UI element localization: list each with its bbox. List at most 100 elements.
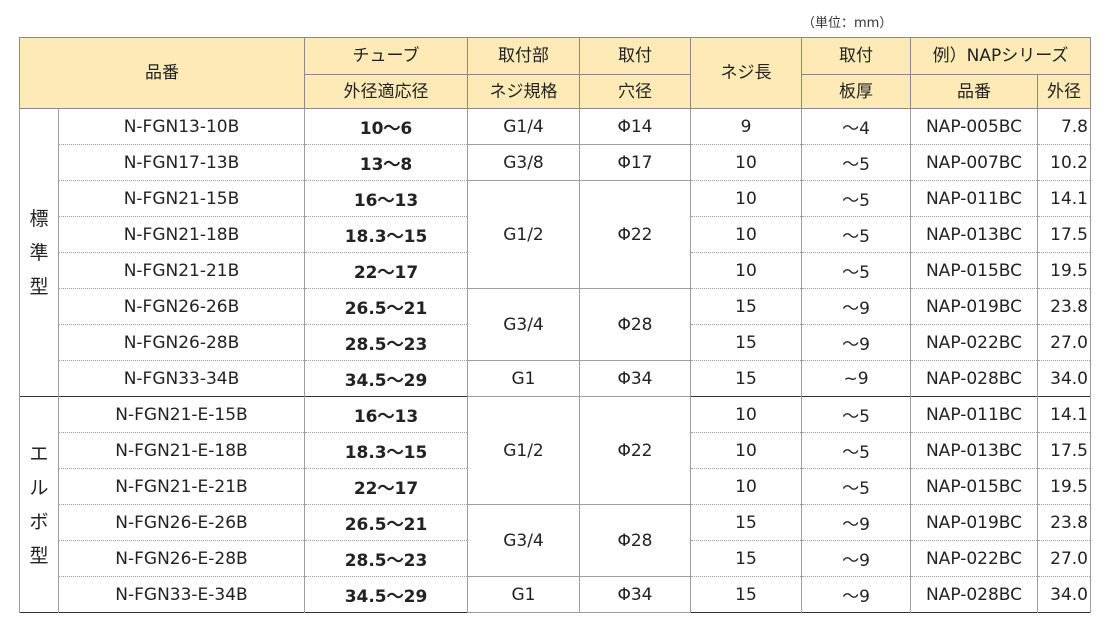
tube-od-cell: 10〜6 <box>304 108 468 145</box>
header-hole-2: 穴径 <box>579 74 691 109</box>
part-number-cell: N-FGN21-15B <box>58 180 305 217</box>
hole-dia-cell: Φ28 <box>579 288 691 361</box>
thread-length-cell: 10 <box>690 216 802 253</box>
thread-spec-cell: G3/4 <box>467 504 580 577</box>
part-number-cell: N-FGN26-E-26B <box>58 504 305 541</box>
hole-dia-cell: Φ17 <box>579 144 691 181</box>
nap-od-cell: 17.5 <box>1037 432 1091 469</box>
thread-spec-cell: G1 <box>467 576 580 613</box>
header-thread-1: 取付部 <box>467 37 580 75</box>
nap-part-cell: NAP-019BC <box>910 288 1038 325</box>
table-row: N-FGN33-34B 34.5〜29 G1 Φ34 15 ~9 NAP-028… <box>20 360 1091 397</box>
nap-part-cell: NAP-011BC <box>910 180 1038 217</box>
header-nap-od: 外径 <box>1037 74 1091 109</box>
nap-part-cell: NAP-013BC <box>910 432 1038 469</box>
tube-od-cell: 18.3〜15 <box>304 432 468 469</box>
nap-od-cell: 10.2 <box>1037 144 1091 181</box>
part-number-cell: N-FGN21-E-21B <box>58 468 305 505</box>
group-label-char: エ <box>29 442 49 465</box>
header-nap-series: 例）NAPシリーズ <box>910 37 1091 75</box>
table-row: エ ル ボ 型 N-FGN21-E-15B 16〜13 G1/2 Φ22 10 … <box>19 396 1091 613</box>
thread-spec-cell: G1/4 <box>467 108 580 145</box>
table-row: N-FGN21-15B 16〜13 G1/2 Φ22 10 〜5 NAP-011… <box>20 180 1091 289</box>
plate-thickness-cell: 〜9 <box>801 576 911 613</box>
plate-thickness-cell: 〜5 <box>801 432 911 469</box>
thread-length-cell: 15 <box>690 288 802 325</box>
hole-dia-cell: Φ34 <box>579 576 691 613</box>
part-number-cell: N-FGN21-E-15B <box>58 396 305 433</box>
thread-length-cell: 15 <box>690 360 802 397</box>
hole-dia-cell: Φ14 <box>579 108 691 145</box>
part-number-cell: N-FGN21-21B <box>58 252 305 289</box>
nap-od-cell: 17.5 <box>1037 216 1091 253</box>
plate-thickness-cell: 〜9 <box>801 540 911 577</box>
table-row: 標 準 型 N-FGN13-10B 10〜6 G1/4 Φ14 9 〜4 NAP… <box>19 108 1091 397</box>
hole-dia-cell: Φ22 <box>579 396 691 505</box>
tube-od-cell: 22〜17 <box>304 252 468 289</box>
table-row: N-FGN33-E-34B 34.5〜29 G1 Φ34 15 〜9 NAP-0… <box>20 576 1091 613</box>
thread-length-cell: 15 <box>690 540 802 577</box>
unit-label: （単位：mm） <box>802 16 893 31</box>
thread-length-cell: 10 <box>690 468 802 505</box>
spec-table: 品番 チューブ 取付部 取付 ネジ長 取付 例）NAPシリーズ 外径適応径 ネジ… <box>19 37 1091 613</box>
part-number-cell: N-FGN33-34B <box>58 360 305 397</box>
group-label-char: 型 <box>29 544 49 567</box>
nap-od-cell: 27.0 <box>1037 324 1091 361</box>
nap-part-cell: NAP-013BC <box>910 216 1038 253</box>
tube-od-cell: 18.3〜15 <box>304 216 468 253</box>
nap-part-cell: NAP-022BC <box>910 540 1038 577</box>
table-row: N-FGN26-E-26B 26.5〜21 G3/4 Φ28 15 〜9 NAP… <box>20 504 1091 577</box>
header-thread-2: ネジ規格 <box>467 74 580 109</box>
hole-dia-cell: Φ22 <box>579 180 691 289</box>
nap-od-cell: 19.5 <box>1037 252 1091 289</box>
thread-length-cell: 10 <box>690 252 802 289</box>
plate-thickness-cell: 〜5 <box>801 144 911 181</box>
table-row: N-FGN17-13B 13〜8 G3/8 Φ17 10 〜5 NAP-007B… <box>20 144 1091 181</box>
table-row: N-FGN26-E-28B 28.5〜23 15 〜9 NAP-022BC 27… <box>20 540 1091 577</box>
header-plate-1: 取付 <box>801 37 911 75</box>
nap-part-cell: NAP-015BC <box>910 252 1038 289</box>
plate-thickness-cell: 〜5 <box>801 180 911 217</box>
thread-length-cell: 10 <box>690 432 802 469</box>
part-number-cell: N-FGN26-E-28B <box>58 540 305 577</box>
header-hole-1: 取付 <box>579 37 691 75</box>
nap-part-cell: NAP-011BC <box>910 396 1038 433</box>
thread-length-cell: 9 <box>690 108 802 145</box>
nap-part-cell: NAP-028BC <box>910 576 1038 613</box>
thread-length-cell: 15 <box>690 576 802 613</box>
tube-od-cell: 28.5〜23 <box>304 540 468 577</box>
header-nap-part: 品番 <box>910 74 1038 109</box>
thread-length-cell: 15 <box>690 324 802 361</box>
hole-dia-cell: Φ34 <box>579 360 691 397</box>
tube-od-cell: 16〜13 <box>304 180 468 217</box>
thread-length-cell: 10 <box>690 144 802 181</box>
nap-od-cell: 23.8 <box>1037 504 1091 541</box>
hole-dia-cell: Φ28 <box>579 504 691 577</box>
thread-length-cell: 10 <box>690 180 802 217</box>
nap-part-cell: NAP-022BC <box>910 324 1038 361</box>
header-part-no: 品番 <box>19 37 305 109</box>
plate-thickness-cell: 〜4 <box>801 108 911 145</box>
plate-thickness-cell: 〜5 <box>801 216 911 253</box>
group-label-char: 準 <box>29 241 49 264</box>
thread-spec-cell: G1/2 <box>467 396 580 505</box>
thread-spec-cell: G3/4 <box>467 288 580 361</box>
nap-od-cell: 14.1 <box>1037 180 1091 217</box>
tube-od-cell: 26.5〜21 <box>304 288 468 325</box>
nap-part-cell: NAP-005BC <box>910 108 1038 145</box>
thread-length-cell: 10 <box>690 396 802 433</box>
part-number-cell: N-FGN26-26B <box>58 288 305 325</box>
table-row: N-FGN26-28B 28.5〜23 15 〜9 NAP-022BC 27.0 <box>20 324 1091 361</box>
group-label-standard: 標 準 型 <box>19 108 59 397</box>
table-row: N-FGN21-E-21B 22〜17 10 〜5 NAP-015BC 19.5 <box>20 468 1091 505</box>
nap-od-cell: 14.1 <box>1037 396 1091 433</box>
plate-thickness-cell: 〜9 <box>801 324 911 361</box>
part-number-cell: N-FGN13-10B <box>58 108 305 145</box>
nap-part-cell: NAP-019BC <box>910 504 1038 541</box>
tube-od-cell: 13〜8 <box>304 144 468 181</box>
thread-spec-cell: G1/2 <box>467 180 580 289</box>
table-row: N-FGN21-18B 18.3〜15 10 〜5 NAP-013BC 17.5 <box>20 216 1091 253</box>
part-number-cell: N-FGN26-28B <box>58 324 305 361</box>
nap-part-cell: NAP-028BC <box>910 360 1038 397</box>
thread-length-cell: 15 <box>690 504 802 541</box>
